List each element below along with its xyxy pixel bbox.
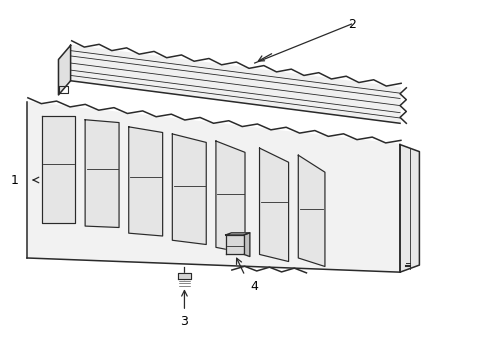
Polygon shape xyxy=(244,233,250,257)
Polygon shape xyxy=(260,148,289,261)
Polygon shape xyxy=(216,141,245,253)
Polygon shape xyxy=(178,273,191,279)
Text: 4: 4 xyxy=(251,280,259,293)
Polygon shape xyxy=(172,134,206,244)
Polygon shape xyxy=(400,145,419,272)
Polygon shape xyxy=(71,45,400,123)
Polygon shape xyxy=(58,45,71,95)
Polygon shape xyxy=(85,120,119,228)
Text: 1: 1 xyxy=(11,174,19,186)
Polygon shape xyxy=(298,155,325,266)
Polygon shape xyxy=(27,102,400,272)
Text: 2: 2 xyxy=(347,18,356,31)
Polygon shape xyxy=(225,235,244,255)
Polygon shape xyxy=(225,233,250,235)
Polygon shape xyxy=(129,127,163,236)
Text: 3: 3 xyxy=(180,315,188,328)
Polygon shape xyxy=(42,116,75,222)
